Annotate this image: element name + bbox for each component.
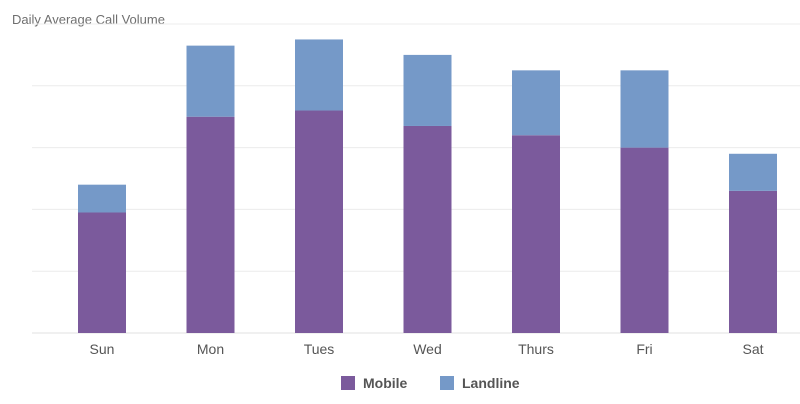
bar-landline-tues — [295, 39, 343, 111]
legend-swatch-landline — [440, 376, 454, 390]
x-tick-label: Thurs — [518, 341, 554, 357]
x-tick-label: Wed — [413, 341, 442, 357]
x-axis-labels: Sun Mon Tues Wed Thurs Fri Sat — [90, 341, 764, 357]
legend-label-landline: Landline — [462, 375, 520, 391]
x-tick-label: Sat — [742, 341, 763, 357]
bar-landline-wed — [403, 54, 452, 126]
bars — [78, 39, 777, 334]
x-tick-label: Tues — [304, 341, 335, 357]
bar-mobile-tues — [295, 110, 343, 334]
bar-mobile-sun — [78, 212, 126, 333]
legend-swatch-mobile — [341, 376, 355, 390]
bar-mobile-mon — [186, 116, 235, 333]
bar-landline-fri — [620, 70, 669, 148]
bar-mobile-fri — [620, 147, 669, 333]
x-tick-label: Mon — [197, 341, 224, 357]
legend-label-mobile: Mobile — [363, 375, 408, 391]
bar-mobile-thurs — [512, 135, 560, 333]
x-tick-label: Sun — [90, 341, 115, 357]
bar-mobile-wed — [403, 125, 452, 333]
bar-landline-sat — [729, 153, 777, 191]
legend: Mobile Landline — [341, 375, 520, 391]
bar-landline-thurs — [512, 70, 560, 136]
bar-landline-mon — [186, 45, 235, 117]
bar-landline-sun — [78, 184, 126, 213]
x-tick-label: Fri — [636, 341, 652, 357]
chart-title: Daily Average Call Volume — [12, 12, 165, 27]
bar-mobile-sat — [729, 190, 777, 333]
